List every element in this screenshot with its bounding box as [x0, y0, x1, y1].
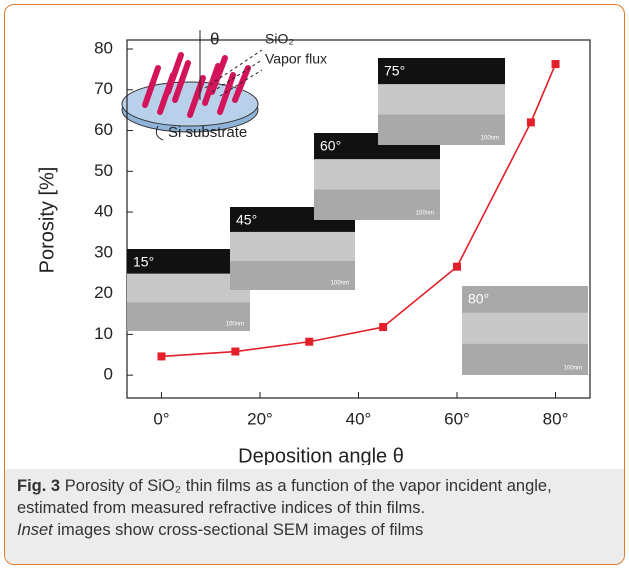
point [231, 348, 239, 356]
y-axis-label: Porosity [%] [36, 167, 58, 274]
x-axis-label: Deposition angle θ [238, 445, 404, 465]
chart: θ SiO₂ Vapor flux Si substrate Depositio… [5, 5, 624, 465]
y-tick-label: 50 [94, 161, 113, 180]
inset-label: 75° [384, 63, 405, 79]
x-tick-label: 60° [444, 409, 470, 428]
inset-film [314, 159, 440, 189]
y-tick-label: 30 [94, 242, 113, 261]
caption-inset-label: Inset [17, 521, 53, 539]
sem-inset: 75° 100nm [378, 58, 505, 145]
point [453, 263, 461, 271]
point [157, 352, 165, 360]
y-tick-label: 10 [94, 324, 113, 343]
y-tick-label: 0 [104, 365, 113, 384]
sem-inset: 60° 100nm [314, 133, 440, 220]
substrate-label: Si substrate [168, 124, 247, 141]
caption-text: Porosity of SiO₂ thin films as a functio… [17, 477, 552, 517]
figure-frame: θ SiO₂ Vapor flux Si substrate Depositio… [4, 4, 625, 565]
inset-scale: 100nm [226, 322, 244, 328]
y-tick-label: 40 [94, 202, 113, 221]
y-tick-label: 70 [94, 79, 113, 98]
point [379, 323, 387, 331]
inset-label: 15° [133, 254, 154, 270]
inset-film [462, 313, 588, 344]
flux-label: Vapor flux [265, 51, 327, 67]
caption-inset-text: images show cross-sectional SEM images o… [57, 521, 423, 539]
inset-scale: 100nm [564, 366, 582, 372]
inset-film [378, 84, 505, 114]
angle-label: θ [210, 29, 219, 48]
sem-inset: 80° 100nm [462, 286, 588, 375]
y-tick-label: 80 [94, 38, 113, 57]
point [552, 60, 560, 68]
caption-label: Fig. 3 [17, 477, 60, 495]
y-tick-label: 60 [94, 120, 113, 139]
x-tick-label: 20° [247, 409, 273, 428]
x-tick-label: 80° [543, 409, 569, 428]
material-label: SiO₂ [265, 31, 294, 47]
x-tick-label: 0° [153, 409, 169, 428]
inset-label: 45° [236, 212, 257, 228]
point [527, 118, 535, 126]
schematic: θ SiO₂ Vapor flux Si substrate [122, 29, 327, 140]
inset-scale: 100nm [481, 136, 499, 142]
inset-label: 80° [468, 291, 489, 307]
inset-scale: 100nm [416, 211, 434, 217]
y-tick-label: 20 [94, 283, 113, 302]
inset-label: 60° [320, 138, 341, 154]
x-tick-label: 40° [346, 409, 372, 428]
point [305, 338, 313, 346]
inset-scale: 100nm [331, 281, 349, 287]
caption: Fig. 3 Porosity of SiO₂ thin films as a … [5, 469, 624, 565]
inset-film [230, 232, 355, 261]
